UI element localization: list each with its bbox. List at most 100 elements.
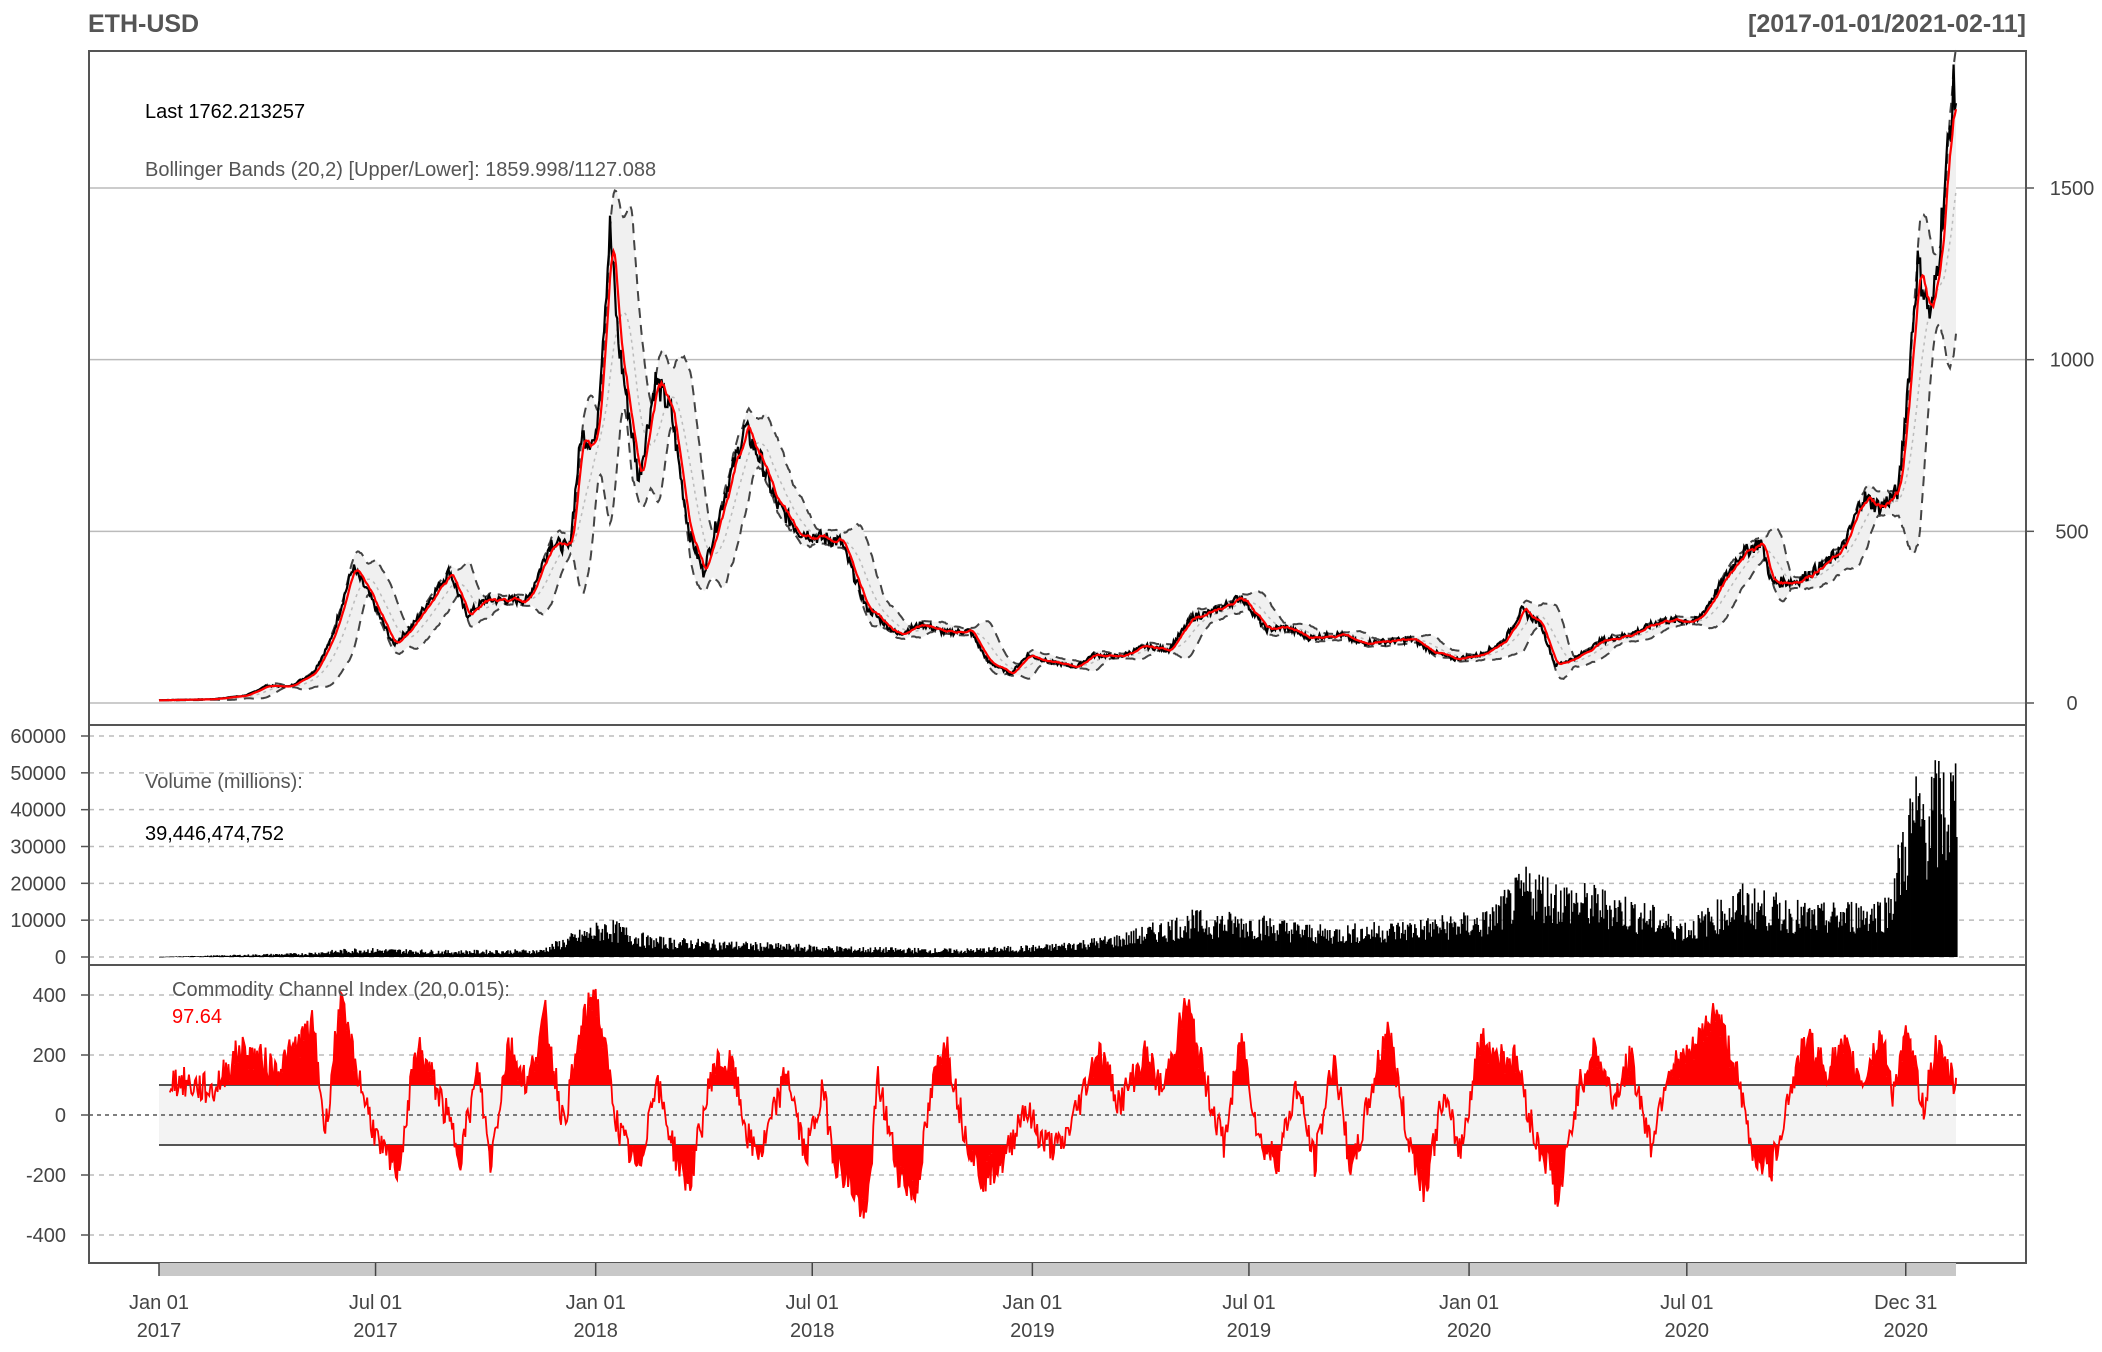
volume-bar (546, 951, 549, 957)
volume-bar (443, 951, 446, 957)
volume-bar (541, 950, 544, 957)
volume-bar (289, 953, 292, 957)
volume-bar (1391, 923, 1393, 957)
volume-bar (642, 932, 644, 957)
volume-bar (1131, 943, 1134, 957)
volume-bar (1059, 946, 1062, 957)
volume-bar (1849, 931, 1852, 957)
volume-bar (1749, 920, 1751, 957)
volume-bar (163, 956, 166, 958)
volume-bar (210, 955, 213, 957)
volume-bar (1196, 910, 1198, 957)
volume-bar (757, 949, 759, 957)
volume-bar (1842, 912, 1844, 957)
volume-bar (197, 956, 199, 957)
volume-bar (162, 956, 165, 958)
volume-bar (832, 950, 835, 957)
volume-bar (1058, 945, 1061, 957)
volume-bar (199, 956, 202, 957)
volume-bar (836, 946, 838, 957)
volume-bar (1070, 948, 1073, 957)
volume-bar (1880, 931, 1883, 957)
volume-bar (1111, 944, 1113, 957)
x-tick-label-date: Jan 01 (566, 1292, 626, 1314)
volume-bar (1124, 944, 1127, 957)
volume-bar (358, 950, 361, 957)
volume-bar (1756, 911, 1758, 957)
volume-bar (267, 955, 270, 957)
volume-bar (1242, 923, 1245, 957)
volume-bar (1609, 905, 1611, 957)
volume-bar (1441, 915, 1444, 957)
volume-bar (576, 941, 579, 957)
volume-bar (1288, 931, 1291, 957)
volume-bar (790, 949, 793, 957)
volume-bar (572, 936, 575, 957)
volume-bar (1886, 928, 1889, 957)
volume-bar (666, 947, 668, 957)
volume-bar (1526, 890, 1529, 957)
volume-bar (1690, 930, 1692, 957)
volume-bar (1550, 893, 1553, 957)
volume-bar (1067, 944, 1069, 957)
volume-bar (1902, 832, 1904, 957)
cci-tick-label: 0 (55, 1105, 66, 1127)
volume-bar (1446, 921, 1448, 957)
volume-bar (1826, 932, 1829, 957)
volume-bar (1296, 924, 1299, 957)
volume-bar (1154, 934, 1157, 957)
volume-bar (870, 952, 873, 957)
volume-bar (843, 949, 845, 957)
volume-bar (215, 955, 217, 957)
volume-bar (674, 947, 677, 957)
volume-bar (492, 953, 495, 957)
volume-bar (1739, 889, 1742, 957)
volume-bar (1544, 906, 1547, 957)
volume-bar (844, 948, 847, 957)
volume-bar (545, 947, 548, 957)
volume-bar (1350, 942, 1353, 957)
volume-bar (668, 937, 671, 957)
volume-bar (1247, 936, 1250, 957)
volume-bar (733, 947, 735, 957)
volume-bar (1504, 903, 1507, 957)
volume-bar (1649, 910, 1652, 957)
volume-bar (180, 956, 183, 957)
volume-bar (1410, 924, 1413, 957)
volume-bar (1650, 927, 1653, 957)
volume-bar (1868, 923, 1871, 957)
volume-bar (401, 951, 404, 957)
volume-bar (1522, 882, 1525, 957)
volume-bar (702, 942, 704, 957)
volume-bar (285, 953, 288, 957)
volume-bar (242, 955, 245, 957)
volume-bar (1425, 920, 1428, 957)
volume-bar (501, 951, 503, 957)
volume-bar (448, 953, 451, 957)
volume-bar (806, 950, 808, 957)
volume-bar (1376, 933, 1379, 957)
volume-bar (1041, 948, 1044, 957)
volume-bar (773, 948, 776, 957)
volume-bar (498, 953, 501, 957)
volume-bar (397, 950, 399, 957)
cci-tick-label: 200 (33, 1045, 66, 1067)
volume-bar (1163, 935, 1166, 957)
volume-bar (410, 950, 412, 957)
volume-bar (712, 939, 715, 957)
volume-bar (650, 938, 653, 957)
volume-bar (1786, 929, 1788, 957)
volume-bar (973, 952, 976, 957)
volume-bar (1012, 950, 1014, 957)
volume-bar (277, 954, 280, 957)
volume-bar (1521, 896, 1524, 957)
volume-bar (1053, 947, 1056, 957)
volume-bar (1429, 923, 1432, 957)
volume-bar (361, 953, 363, 957)
volume-bar (1205, 920, 1208, 957)
volume-bar (562, 939, 564, 957)
volume-bar (455, 952, 458, 957)
x-tick-label-year: 2018 (790, 1320, 835, 1342)
volume-bar (1470, 931, 1472, 957)
